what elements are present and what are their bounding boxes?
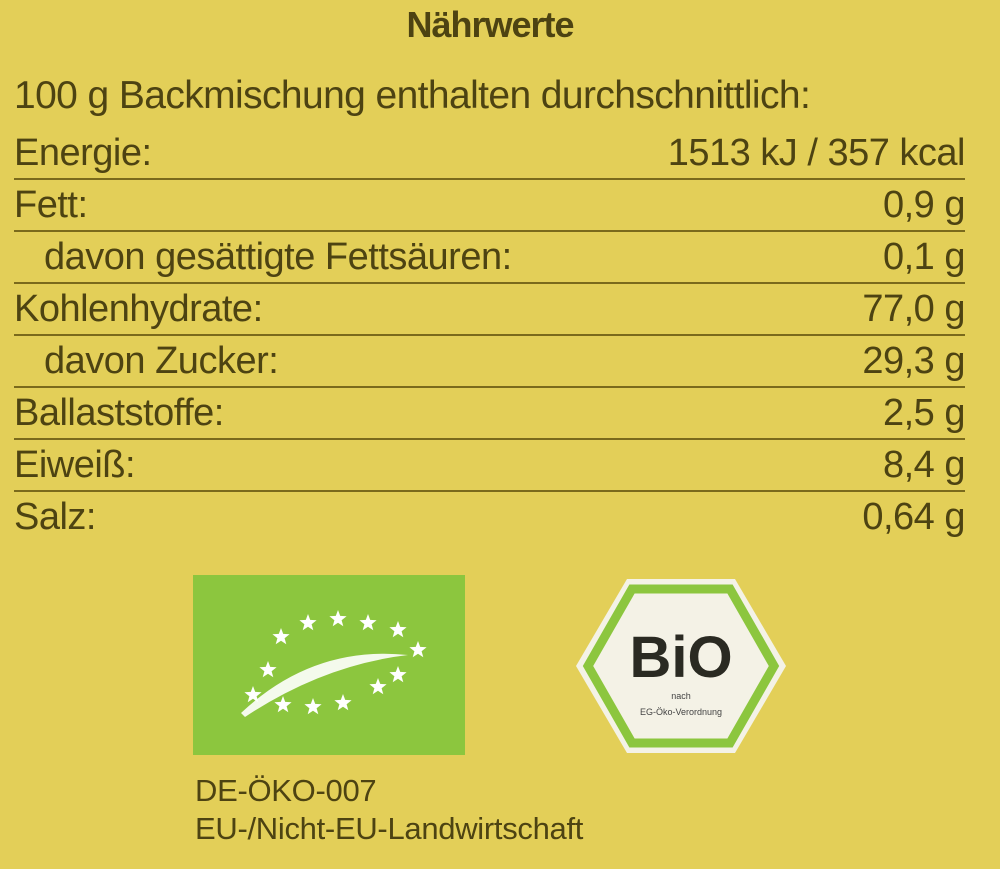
star-icon: [259, 661, 277, 678]
bio-seal-line1: nach: [671, 691, 691, 701]
table-row: Energie: 1513 kJ / 357 kcal: [14, 128, 966, 180]
row-label: Salz:: [14, 495, 96, 538]
row-label: davon gesättigte Fettsäuren:: [44, 235, 512, 278]
row-value: 77,0 g: [862, 287, 965, 330]
table-row: davon gesättigte Fettsäuren: 0,1 g: [14, 232, 966, 284]
row-label: Energie:: [14, 131, 152, 174]
nutrition-table: Energie: 1513 kJ / 357 kcal Fett: 0,9 g da…: [14, 128, 966, 542]
stars-leaf-icon: [241, 610, 427, 717]
nutrition-title: Nährwerte: [406, 4, 574, 45]
intro-text: 100 g Backmischung enthalten durchschnit…: [14, 74, 811, 117]
row-label: davon Zucker:: [44, 339, 279, 382]
row-value: 0,9 g: [882, 183, 966, 226]
table-row: Salz: 0,64 g: [14, 492, 965, 542]
eu-organic-leaf-logo: [193, 575, 465, 755]
star-icon: [389, 621, 407, 638]
row-value: 0,1 g: [882, 235, 966, 278]
row-value: 2,5 g: [882, 391, 966, 434]
star-icon: [334, 694, 352, 711]
table-row: Kohlenhydrate: 77,0 g: [14, 284, 965, 336]
row-value: 1513 kJ / 357 kcal: [667, 131, 966, 174]
star-icon: [304, 698, 322, 715]
table-row: davon Zucker: 29,3 g: [14, 336, 965, 388]
agriculture-origin: EU-/Nicht-EU-Landwirtschaft: [195, 811, 584, 846]
table-row: Fett: 0,9 g: [14, 180, 966, 232]
star-icon: [359, 614, 377, 631]
row-label: Fett:: [14, 183, 88, 226]
certification: DE-ÖKO-007 EU-/Nicht-EU-Landwirtschaft: [195, 772, 583, 848]
bio-seal-icon: BiO nach EG-Öko-Verordnung: [576, 579, 786, 753]
row-label: Kohlenhydrate:: [14, 287, 263, 330]
star-icon: [329, 610, 347, 627]
certification-code: DE-ÖKO-007: [195, 773, 377, 808]
star-icon: [244, 686, 262, 703]
star-icon: [272, 628, 290, 645]
star-icon: [274, 696, 292, 713]
star-icon: [389, 666, 407, 683]
bio-seal-line2: EG-Öko-Verordnung: [640, 707, 722, 717]
star-icon: [409, 641, 427, 658]
table-row: Eiweiß: 8,4 g: [14, 440, 966, 492]
row-label: Ballaststoffe:: [14, 391, 224, 434]
star-icon: [369, 678, 387, 695]
bio-hexagon-seal: BiO nach EG-Öko-Verordnung: [572, 575, 790, 757]
bio-seal-text: BiO: [629, 625, 732, 690]
star-icon: [299, 614, 317, 631]
table-row: Ballaststoffe: 2,5 g: [14, 388, 966, 440]
row-value: 0,64 g: [862, 495, 965, 538]
row-value: 29,3 g: [862, 339, 965, 382]
row-value: 8,4 g: [882, 443, 966, 486]
row-label: Eiweiß:: [14, 443, 136, 486]
